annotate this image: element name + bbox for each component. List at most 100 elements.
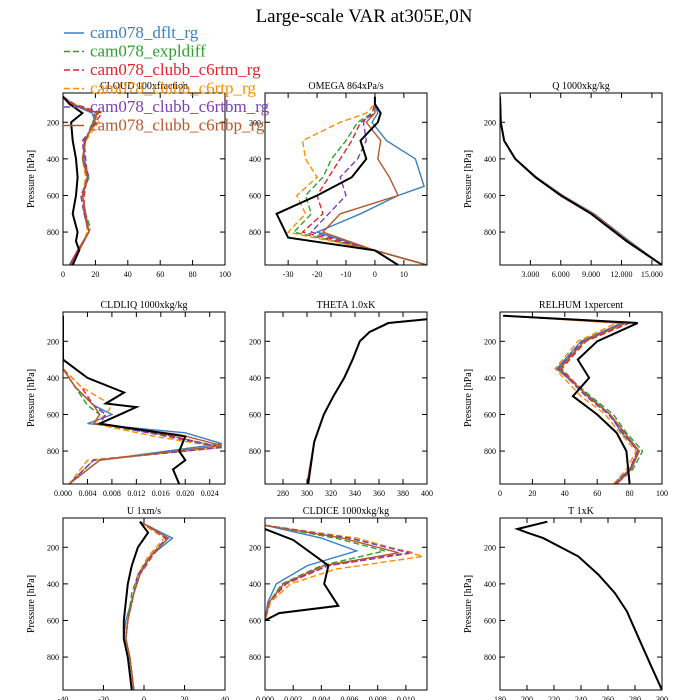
y-axis-label: Pressure [hPa] <box>463 369 474 427</box>
panel-title: CLDICE 1000xkg/kg <box>303 506 389 517</box>
series-line-1 <box>315 96 427 265</box>
x-tick-label: 0.020 <box>176 489 194 498</box>
y-tick-label: 600 <box>249 191 261 200</box>
x-tick-label: 0.008 <box>103 489 121 498</box>
y-tick-label: 400 <box>484 374 496 383</box>
y-tick-label: 600 <box>47 616 59 625</box>
x-tick-label: 0 <box>61 270 65 279</box>
x-tick-label: 60 <box>593 489 601 498</box>
series-line-4 <box>265 524 423 621</box>
series-line-6 <box>503 315 641 484</box>
series-line-4 <box>286 96 427 265</box>
panel-frame <box>264 311 428 485</box>
figure-title: Large-scale VAR at305E,0N <box>256 6 473 27</box>
y-tick-label: 600 <box>47 410 59 419</box>
y-tick-label: 200 <box>249 118 261 127</box>
series-line-5 <box>515 521 662 690</box>
series-line-5 <box>306 318 425 484</box>
x-tick-label: 60 <box>156 270 164 279</box>
series-line-5 <box>310 96 427 265</box>
series-line-2 <box>515 521 662 690</box>
panel-4: CLDLIQ 1000xkg/kg Pressure [hPa] 200 400 600… <box>26 300 226 498</box>
panel-3: Q 1000xkg/kg Pressure [hPa] 200 400 600 800 3.… <box>463 81 663 279</box>
y-tick-label: 400 <box>249 580 261 589</box>
x-tick-label: 0.016 <box>152 489 170 498</box>
x-tick-label: 40 <box>561 489 569 498</box>
series-line-1 <box>306 318 425 484</box>
y-tick-label: 600 <box>249 410 261 419</box>
x-tick-label: 0.008 <box>369 695 387 700</box>
y-tick-label: 400 <box>47 374 59 383</box>
series-line-6 <box>63 96 98 265</box>
plot-area <box>122 521 174 690</box>
x-tick-label: 260 <box>602 695 614 700</box>
x-tick-label: 9.000 <box>582 270 600 279</box>
x-tick-label: -10 <box>341 270 352 279</box>
x-tick-label: 20 <box>181 695 189 700</box>
panel-title: U 1xm/s <box>127 506 161 517</box>
y-tick-label: 800 <box>249 653 261 662</box>
series-line-6 <box>321 96 427 265</box>
plot-area <box>500 96 662 265</box>
y-tick-label: 400 <box>249 155 261 164</box>
series-line-4 <box>500 96 662 265</box>
x-tick-label: 0.006 <box>341 695 359 700</box>
legend-label-3: cam078_clubb_c6rtm_rg <box>90 60 261 79</box>
series-line-3 <box>515 521 662 690</box>
series-line-6 <box>500 96 662 265</box>
panel-frame <box>499 92 663 266</box>
x-tick-label: 0.010 <box>397 695 415 700</box>
x-tick-label: -30 <box>283 270 294 279</box>
series-line-6 <box>63 315 223 484</box>
plot-area <box>503 314 644 484</box>
plot-area <box>63 96 104 265</box>
plot-area <box>63 315 223 484</box>
x-tick-label: 0.024 <box>201 489 219 498</box>
panel-frame <box>499 311 663 485</box>
y-tick-label: 800 <box>484 653 496 662</box>
x-tick-label: 6.000 <box>552 270 570 279</box>
y-tick-label: 800 <box>47 447 59 456</box>
legend-label-6: cam078_clubb_c6rtbp_rg <box>90 116 265 135</box>
y-tick-label: 600 <box>484 616 496 625</box>
panel-2: OMEGA 864xPa/s 200 400 600 800 -30 -20 -10 0 10 <box>249 81 428 279</box>
panel-9: T 1xK Pressure [hPa] 200 400 600 800 180 200 220… <box>463 506 668 700</box>
x-tick-label: 220 <box>548 695 560 700</box>
panel-frame <box>62 517 226 691</box>
panel-title: CLOUD 100xfraction <box>100 81 188 92</box>
y-tick-label: 400 <box>47 155 59 164</box>
series-line-1 <box>500 96 662 265</box>
observation-line <box>514 520 662 690</box>
panel-frame <box>62 311 226 485</box>
x-tick-label: 300 <box>656 695 668 700</box>
y-tick-label: 200 <box>249 543 261 552</box>
series-line-2 <box>63 315 223 484</box>
legend-label-4: cam078_clubb_c6rtp_rg <box>90 79 256 98</box>
y-tick-label: 200 <box>484 543 496 552</box>
series-line-1 <box>503 315 641 484</box>
x-tick-label: 80 <box>189 270 197 279</box>
x-tick-label: 240 <box>575 695 587 700</box>
x-tick-label: 100 <box>656 489 668 498</box>
x-tick-label: 0.004 <box>78 489 96 498</box>
x-tick-label: 320 <box>325 489 337 498</box>
legend-label-2: cam078_expldiff <box>90 42 206 61</box>
x-tick-label: 280 <box>277 489 289 498</box>
panel-title: Q 1000xkg/kg <box>552 81 610 92</box>
y-tick-label: 200 <box>47 118 59 127</box>
series-line-5 <box>503 315 639 484</box>
x-tick-label: 400 <box>421 489 433 498</box>
x-tick-label: 0.000 <box>256 695 274 700</box>
observation-line <box>307 318 427 484</box>
y-tick-label: 800 <box>249 447 261 456</box>
series-line-3 <box>500 96 662 265</box>
series-line-2 <box>500 96 662 265</box>
series-line-3 <box>63 315 223 484</box>
series-line-5 <box>63 315 223 484</box>
series-line-1 <box>265 524 359 621</box>
panel-frame <box>62 92 226 266</box>
panel-frame <box>264 92 428 266</box>
panel-title: THETA 1.0xK <box>317 300 376 311</box>
y-tick-label: 600 <box>484 191 496 200</box>
